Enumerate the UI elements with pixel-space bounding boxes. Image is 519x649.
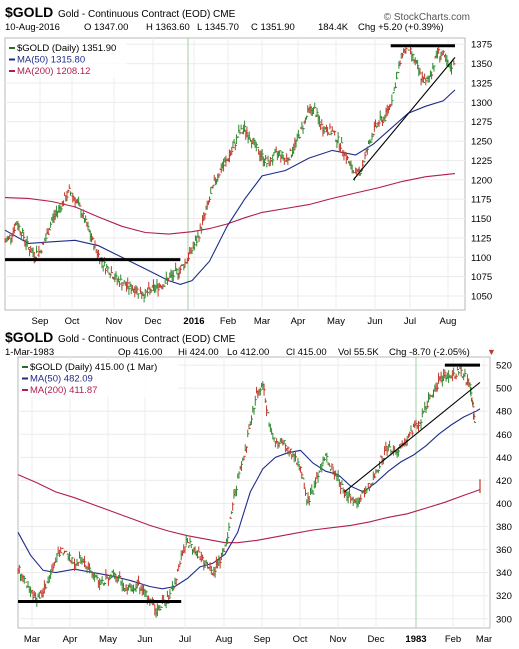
plot-area (4, 37, 466, 311)
quote-change: Chg -8.70 (-2.05%) (389, 347, 470, 358)
quote-high: Hi 424.00 (178, 347, 219, 358)
quote-date: 1-Mar-1983 (5, 347, 54, 358)
quote-high: H 1363.60 (146, 22, 190, 33)
y-tick-label: 1375 (471, 40, 492, 51)
legend-label: MA(50) 482.09 (30, 374, 93, 385)
y-tick-label: 300 (496, 614, 512, 625)
y-tick-label: 320 (496, 591, 512, 602)
y-tick-label: 1175 (471, 195, 491, 206)
x-tick-label: Aug (216, 634, 233, 645)
y-tick-label: 1275 (471, 117, 492, 128)
y-tick-label: 340 (496, 568, 512, 579)
y-tick-label: 420 (496, 476, 512, 487)
x-tick-label: Jul (179, 634, 191, 645)
quote-low: L 1345.70 (197, 22, 239, 33)
x-tick-label: Jun (367, 316, 382, 327)
quote-volume: Vol 55.5K (338, 347, 379, 358)
x-tick-label: Apr (291, 316, 306, 327)
y-tick-label: 520 (496, 361, 512, 372)
y-tick-label: 1125 (471, 233, 491, 244)
quote-open: Op 416.00 (118, 347, 162, 358)
ma50-line (17, 408, 481, 590)
y-tick-label: 1350 (471, 59, 492, 70)
x-tick-label: May (99, 634, 117, 645)
chart-panel-1 (4, 37, 466, 311)
x-tick-label: Dec (145, 316, 162, 327)
x-tick-label: Dec (368, 634, 385, 645)
x-tick-label: Aug (440, 316, 457, 327)
chart-symbol: $GOLD (5, 329, 53, 345)
y-tick-label: 1200 (471, 175, 492, 186)
y-tick-label: 380 (496, 522, 512, 533)
legend-label: $GOLD (Daily) 1351.90 (17, 43, 116, 54)
y-tick-label: 400 (496, 499, 512, 510)
y-tick-label: 1050 (471, 292, 492, 303)
x-tick-label: Sep (32, 316, 49, 327)
y-tick-label: 360 (496, 545, 512, 556)
x-tick-label: Mar (476, 634, 492, 645)
legend-box (7, 41, 127, 78)
x-tick-label: Oct (293, 634, 308, 645)
x-tick-label: Nov (330, 634, 347, 645)
chart-watermark: © StockCharts.com (384, 12, 470, 23)
x-tick-label: Jun (137, 634, 152, 645)
chart-title: Gold - Continuous Contract (EOD) CME (58, 9, 236, 20)
quote-open: O 1347.00 (84, 22, 128, 33)
y-tick-label: 1075 (471, 272, 492, 283)
annotation-trendline (344, 381, 481, 493)
annotation-trendline (352, 57, 456, 181)
legend-label: MA(50) 1315.80 (17, 55, 85, 66)
y-tick-label: 1250 (471, 137, 492, 148)
y-tick-label: 1325 (471, 78, 492, 89)
x-tick-label: Jul (404, 316, 416, 327)
x-tick-label: Mar (24, 634, 40, 645)
x-tick-label: 2016 (183, 316, 204, 327)
x-tick-label: Nov (106, 316, 123, 327)
quote-close: Cl 415.00 (286, 347, 327, 358)
x-tick-label: Mar (254, 316, 270, 327)
y-tick-label: 1225 (471, 156, 492, 167)
quote-low: Lo 412.00 (227, 347, 269, 358)
quote-change: Chg +5.20 (+0.39%) (358, 22, 444, 33)
x-tick-label: May (327, 316, 345, 327)
y-tick-label: 1300 (471, 98, 492, 109)
y-tick-label: 500 (496, 384, 512, 395)
x-tick-label: Feb (445, 634, 461, 645)
x-tick-label: Apr (63, 634, 78, 645)
y-tick-label: 440 (496, 453, 512, 464)
chart-symbol: $GOLD (5, 4, 53, 20)
y-tick-label: 1100 (471, 253, 491, 264)
change-down-icon: ▼ (487, 347, 496, 357)
legend-label: MA(200) 411.87 (30, 385, 97, 396)
y-tick-label: 480 (496, 407, 512, 418)
legend-label: MA(200) 1208.12 (17, 66, 90, 77)
quote-volume: 184.4K (318, 22, 349, 33)
x-tick-label: 1983 (405, 634, 426, 645)
chart-title: Gold - Continuous Contract (EOD) CME (58, 334, 236, 345)
quote-date: 10-Aug-2016 (5, 22, 60, 33)
x-tick-label: Sep (254, 634, 271, 645)
x-tick-label: Oct (65, 316, 80, 327)
plot-area (17, 356, 491, 629)
y-tick-label: 1150 (471, 214, 491, 225)
legend-box (20, 360, 178, 397)
ma200-line (17, 474, 481, 544)
chart-panel-2 (17, 356, 491, 629)
x-tick-label: Feb (220, 316, 236, 327)
legend-label: $GOLD (Daily) 415.00 (1 Mar) (30, 362, 157, 373)
quote-close: C 1351.90 (251, 22, 295, 33)
y-tick-label: 460 (496, 430, 512, 441)
